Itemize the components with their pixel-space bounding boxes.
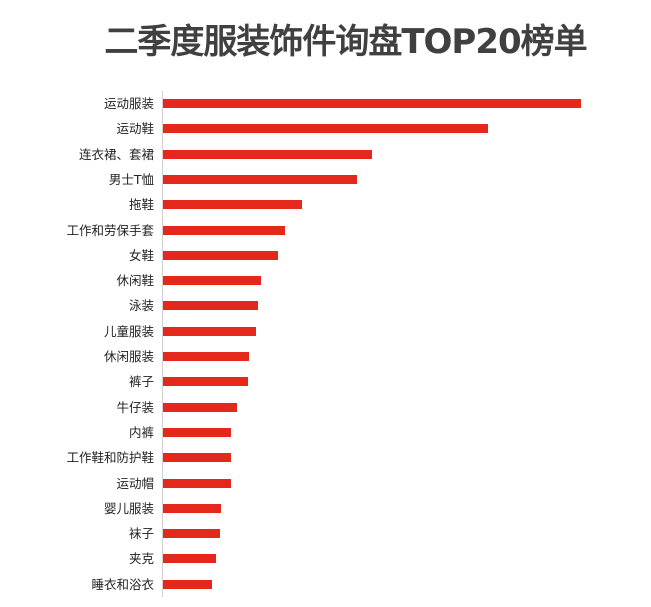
category-label: 内裤 bbox=[128, 424, 154, 440]
bar-row: 儿童服装 bbox=[0, 319, 651, 344]
category-label: 运动服装 bbox=[103, 96, 154, 111]
bar bbox=[163, 377, 248, 387]
bar bbox=[163, 99, 581, 108]
category-label: 袜子 bbox=[128, 526, 154, 542]
bar bbox=[163, 478, 231, 488]
bar-row: 袜子 bbox=[0, 521, 651, 546]
bar bbox=[163, 326, 256, 336]
bar-chart: 运动服装运动鞋连衣裙、套裙男士T恤拖鞋工作和劳保手套女鞋休闲鞋泳装儿童服装休闲服… bbox=[0, 91, 651, 599]
bar bbox=[163, 453, 231, 463]
category-label: 连衣裙、套裙 bbox=[78, 146, 154, 162]
category-label: 运动鞋 bbox=[116, 121, 154, 137]
bar-row: 男士T恤 bbox=[0, 167, 651, 192]
bar-row: 拖鞋 bbox=[0, 192, 651, 217]
bar bbox=[163, 250, 278, 260]
bar bbox=[163, 402, 237, 412]
category-label: 婴儿服装 bbox=[103, 500, 154, 516]
bar-row: 婴儿服装 bbox=[0, 496, 651, 521]
bar-row: 裤子 bbox=[0, 369, 651, 394]
bar-row: 夹克 bbox=[0, 546, 651, 571]
bar-row: 泳装 bbox=[0, 293, 651, 318]
bar bbox=[163, 276, 261, 286]
bar-row: 连衣裙、套裙 bbox=[0, 142, 651, 167]
bar bbox=[163, 225, 285, 235]
bar-row: 牛仔装 bbox=[0, 395, 651, 420]
bar-row: 休闲鞋 bbox=[0, 268, 651, 293]
category-label: 工作和劳保手套 bbox=[66, 222, 154, 238]
bar bbox=[163, 579, 212, 589]
bar-row: 运动服装 bbox=[0, 91, 651, 116]
bar bbox=[163, 529, 220, 539]
bar-row: 女鞋 bbox=[0, 243, 651, 268]
bar-row: 内裤 bbox=[0, 420, 651, 445]
bar bbox=[163, 427, 231, 437]
bar-row: 工作和劳保手套 bbox=[0, 218, 651, 243]
bar bbox=[163, 554, 216, 564]
category-label: 睡衣和浴衣 bbox=[91, 576, 154, 592]
category-label: 运动帽 bbox=[116, 475, 154, 491]
category-label: 牛仔装 bbox=[116, 399, 154, 415]
category-label: 拖鞋 bbox=[128, 197, 154, 213]
bar bbox=[163, 352, 249, 361]
category-label: 夹克 bbox=[128, 551, 154, 567]
category-label: 工作鞋和防护鞋 bbox=[66, 450, 154, 466]
category-axis-line bbox=[162, 91, 163, 597]
bar bbox=[163, 301, 258, 311]
bar bbox=[163, 124, 488, 134]
bar bbox=[163, 200, 302, 210]
bar bbox=[163, 503, 221, 513]
bar-row: 运动帽 bbox=[0, 471, 651, 496]
category-label: 女鞋 bbox=[128, 247, 154, 263]
category-label: 休闲服装 bbox=[103, 349, 154, 364]
category-label: 裤子 bbox=[128, 374, 154, 390]
category-label: 儿童服装 bbox=[103, 323, 154, 339]
bar-row: 运动鞋 bbox=[0, 116, 651, 141]
bar-row: 睡衣和浴衣 bbox=[0, 572, 651, 597]
bar bbox=[163, 174, 357, 184]
bar-row: 休闲服装 bbox=[0, 344, 651, 369]
bar bbox=[163, 149, 372, 159]
category-label: 男士T恤 bbox=[108, 171, 154, 187]
category-label: 休闲鞋 bbox=[116, 273, 154, 289]
chart-title: 二季度服装饰件询盘TOP20榜单 bbox=[104, 22, 587, 62]
bar-row: 工作鞋和防护鞋 bbox=[0, 445, 651, 470]
category-label: 泳装 bbox=[128, 298, 154, 314]
